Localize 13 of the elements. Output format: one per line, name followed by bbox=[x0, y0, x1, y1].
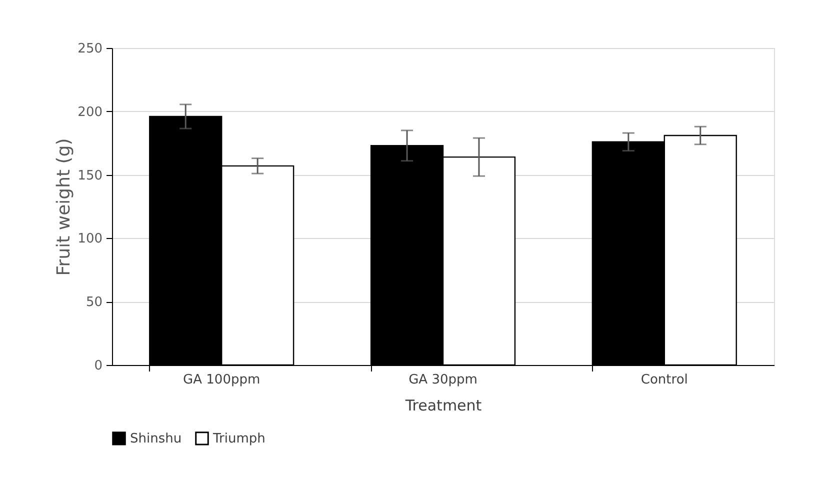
y-tick-label: 100 bbox=[78, 232, 102, 247]
legend-label: Shinshu bbox=[130, 431, 182, 446]
y-axis-title: Fruit weight (g) bbox=[54, 138, 75, 276]
x-tick-label: Control bbox=[640, 372, 688, 388]
y-tick-label: 0 bbox=[94, 358, 102, 374]
legend-label: Triumph bbox=[212, 431, 266, 446]
y-tick-label: 50 bbox=[86, 295, 102, 310]
y-tick-label: 250 bbox=[78, 42, 102, 56]
y-tick-label: 200 bbox=[78, 104, 102, 120]
x-tick-label: GA 100ppm bbox=[183, 372, 260, 388]
x-axis-title: Treatment bbox=[404, 396, 482, 414]
y-tick-label: 150 bbox=[78, 168, 102, 184]
x-tick-label: GA 30ppm bbox=[408, 372, 478, 388]
